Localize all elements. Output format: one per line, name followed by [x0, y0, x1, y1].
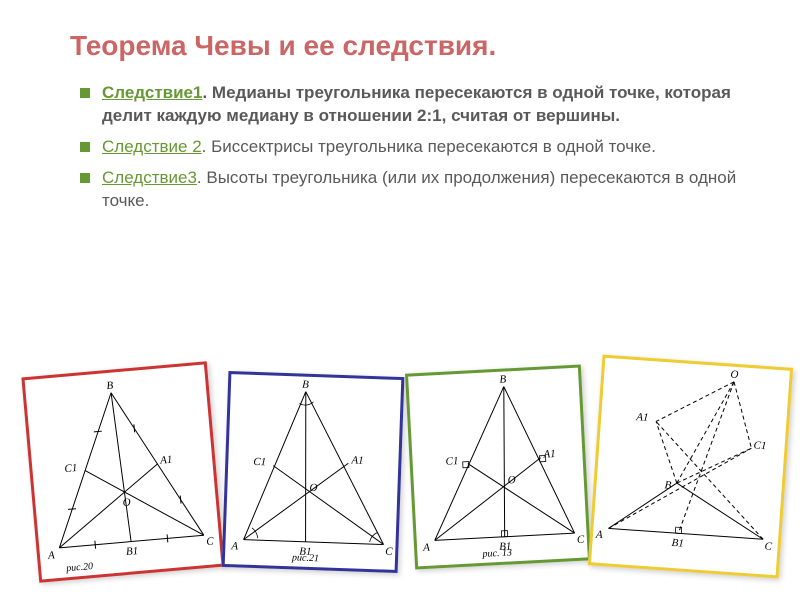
diagram-row: A B C A1 B1 C1 Oрис.20 A B C A1 B1 C1 Oрис.21 A B C A1 B…: [0, 360, 800, 580]
svg-text:C1: C1: [753, 439, 767, 452]
svg-text:A1: A1: [635, 411, 649, 424]
svg-text:B: B: [302, 379, 309, 391]
diagram-card-altitudes-acute: ABCA1B1C1Oрис. 13: [405, 365, 591, 570]
item-lead: Следствие3: [102, 168, 197, 187]
list-item: Следствие 2. Биссектрисы треугольника пе…: [80, 136, 740, 159]
svg-text:A1: A1: [159, 454, 173, 467]
svg-text:A1: A1: [350, 454, 364, 466]
svg-text:C: C: [385, 546, 393, 558]
page-title: Теорема Чевы и ее следствия.: [0, 0, 800, 82]
svg-text:C1: C1: [64, 462, 78, 475]
svg-text:B1: B1: [671, 537, 684, 550]
svg-text:C: C: [764, 540, 773, 553]
content: Следствие1. Медианы треугольника пересек…: [0, 82, 800, 213]
item-body: . Биссектрисы треугольника пересекаются …: [202, 137, 656, 156]
item-lead: Следствие1: [102, 83, 202, 102]
list-item: Следствие1. Медианы треугольника пересек…: [80, 82, 740, 128]
svg-text:B: B: [106, 380, 114, 393]
svg-text:B1: B1: [125, 545, 138, 558]
svg-text:рис. 13: рис. 13: [481, 547, 512, 560]
svg-text:A1: A1: [542, 448, 556, 461]
bullet-icon: [80, 88, 90, 98]
svg-text:рис.21: рис.21: [291, 552, 319, 564]
svg-text:O: O: [309, 482, 317, 494]
svg-text:C1: C1: [445, 455, 458, 468]
svg-text:C: C: [577, 534, 586, 546]
item-lead: Следствие 2: [102, 137, 202, 156]
list-item: Следствие3. Высоты треугольника (или их …: [80, 167, 740, 213]
svg-text:O: O: [122, 496, 131, 509]
diagram-card-bisectors: ABCA1B1C1Oрис.21: [222, 371, 405, 573]
bullet-icon: [80, 142, 90, 152]
svg-text:B: B: [664, 479, 672, 491]
item-text: Следствие3. Высоты треугольника (или их …: [102, 167, 740, 213]
svg-text:A: A: [230, 540, 238, 552]
svg-text:B: B: [499, 373, 507, 385]
svg-text:O: O: [507, 474, 516, 486]
svg-text:O: O: [730, 369, 739, 382]
diagram-card-altitudes-obtuse: A B C O A1 B1 C1: [588, 355, 793, 579]
diagram-card-medians: A B C A1 B1 C1 Oрис.20: [21, 361, 224, 582]
bullet-icon: [80, 173, 90, 183]
svg-text:C: C: [206, 535, 215, 548]
item-text: Следствие1. Медианы треугольника пересек…: [102, 82, 740, 128]
svg-text:A: A: [47, 549, 56, 562]
svg-text:A: A: [595, 529, 604, 542]
svg-text:рис.20: рис.20: [65, 561, 94, 574]
item-body: . Высоты треугольника (или их продолжени…: [102, 168, 736, 210]
item-text: Следствие 2. Биссектрисы треугольника пе…: [102, 136, 656, 159]
svg-text:C1: C1: [253, 456, 266, 468]
svg-text:A: A: [422, 542, 431, 554]
